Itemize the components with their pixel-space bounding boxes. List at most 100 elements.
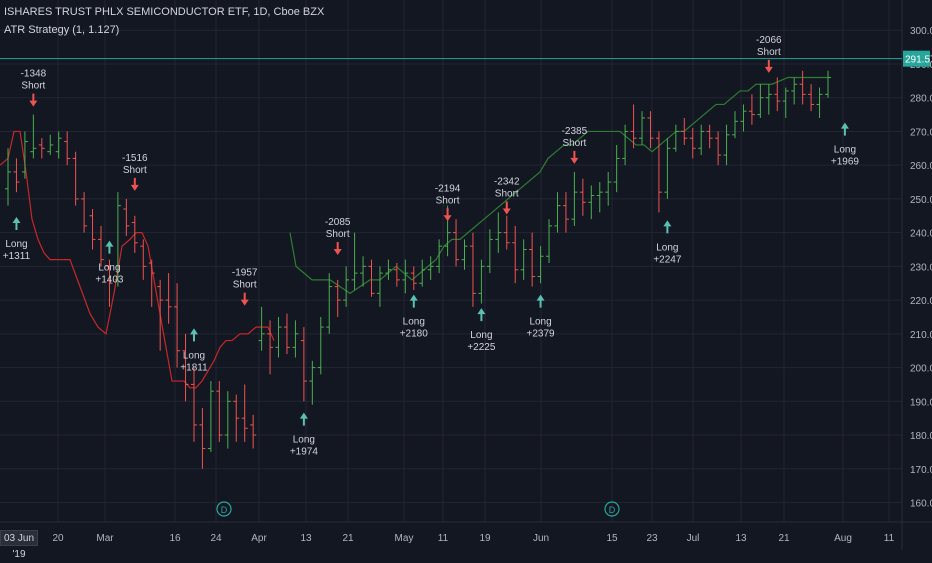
x-tick-label: 13	[735, 533, 747, 544]
ohlc-bar	[334, 279, 341, 317]
long-signal-profit: +2180	[400, 329, 429, 340]
x-tick-label: Jul	[687, 533, 700, 544]
ohlc-bar	[360, 256, 367, 287]
long-signal-profit: +1811	[180, 362, 208, 373]
ohlc-bar	[72, 151, 79, 206]
atr-stop-line-green	[289, 76, 828, 295]
ohlc-bar	[165, 273, 172, 324]
y-tick-label: 190.000	[910, 397, 932, 408]
short-entry-arrow	[29, 93, 38, 107]
ohlc-bar	[190, 367, 197, 442]
ohlc-bar	[131, 215, 138, 253]
ohlc-bar	[748, 94, 755, 125]
short-signal-profit: -1348	[21, 69, 47, 80]
ohlc-bar	[816, 87, 823, 118]
ohlc-bar	[486, 229, 493, 274]
y-tick-label: 260.000	[910, 161, 932, 172]
long-signal-profit: +2247	[653, 254, 682, 265]
ohlc-bar	[647, 111, 654, 149]
short-entry-arrow	[502, 201, 511, 215]
y-tick-label: 200.000	[910, 364, 932, 375]
ohlc-bar	[216, 381, 223, 442]
short-entry-arrow	[333, 242, 342, 255]
long-signal-label: Long	[183, 350, 205, 361]
ohlc-bar	[123, 198, 130, 237]
ohlc-bar	[140, 239, 147, 280]
short-signal-label: Short	[757, 47, 781, 58]
long-signal-label: Long	[470, 330, 492, 341]
ohlc-bar	[740, 104, 747, 132]
x-tick-label: 21	[778, 533, 790, 544]
ohlc-bar	[655, 131, 662, 213]
last-price-label: 291.57	[905, 55, 932, 66]
long-entry-arrow	[12, 217, 21, 231]
ohlc-bar	[283, 313, 290, 355]
ohlc-bar	[732, 111, 739, 139]
long-signal-label: Long	[293, 435, 315, 446]
ohlc-bar	[715, 131, 722, 166]
ohlc-bar	[782, 87, 789, 118]
ohlc-bar	[596, 182, 603, 213]
ohlc-bar	[300, 327, 307, 402]
x-tick-label: Jun	[533, 533, 549, 544]
short-signal-label: Short	[123, 165, 147, 176]
ohlc-bar	[478, 259, 485, 304]
x-tick-label: 20	[52, 533, 64, 544]
short-signal-profit: -2194	[435, 183, 461, 194]
ohlc-bar	[689, 128, 696, 159]
long-signal-label: Long	[834, 145, 856, 156]
ohlc-bar	[207, 381, 214, 452]
ohlc-bar	[825, 70, 831, 98]
ohlc-bar	[562, 192, 569, 233]
ohlc-bar	[664, 138, 671, 199]
ohlc-bar	[81, 192, 88, 233]
ohlc-bar	[469, 232, 476, 307]
ohlc-bar	[672, 124, 679, 152]
ohlc-bar	[427, 256, 434, 280]
chart-canvas[interactable]: 160.000 170.000 180.000 190.000 200.000 210.0…	[0, 0, 932, 550]
short-entry-arrow	[764, 59, 773, 73]
ohlc-bar	[376, 266, 383, 307]
ohlc-bar	[38, 138, 45, 159]
x-tick-label: 19	[479, 533, 491, 544]
long-entry-arrow	[189, 328, 198, 342]
ohlc-bar	[343, 266, 350, 307]
ohlc-bar	[799, 70, 806, 105]
ohlc-bar	[30, 114, 37, 159]
ohlc-bar	[613, 144, 620, 193]
ohlc-bar	[461, 239, 468, 270]
long-entry-arrow	[409, 294, 418, 308]
ohlc-bar	[436, 239, 443, 274]
ohlc-bar	[622, 124, 629, 166]
ohlc-bar	[588, 185, 595, 220]
long-signal-label: Long	[656, 242, 678, 253]
ohlc-bar	[495, 212, 502, 253]
ohlc-bar	[681, 117, 688, 145]
ohlc-bar	[630, 104, 637, 149]
ohlc-bar	[765, 84, 772, 115]
ohlc-bar	[114, 192, 121, 287]
ohlc-bar	[605, 171, 612, 206]
ohlc-bar	[55, 131, 62, 159]
ohlc-bar	[385, 259, 392, 280]
long-signal-profit: +2379	[527, 329, 556, 340]
dividend-marker	[604, 501, 620, 517]
ohlc-bar	[106, 259, 113, 307]
long-entry-arrow	[477, 308, 486, 322]
x-tick-label: 16	[169, 533, 181, 544]
ohlc-bar	[174, 283, 181, 368]
short-signal-label: Short	[21, 81, 45, 92]
atr-stop-line-red	[0, 130, 275, 389]
ohlc-bar	[317, 316, 324, 375]
x-tick-label: 24	[210, 533, 222, 544]
ohlc-bar	[808, 84, 815, 112]
short-entry-arrow	[130, 177, 139, 191]
y-tick-label: 210.000	[910, 330, 932, 341]
long-entry-arrow	[105, 240, 114, 254]
short-signal-label: Short	[495, 189, 519, 200]
dividend-marker-label: D	[221, 505, 228, 515]
x-tick-label: Mar	[96, 533, 114, 544]
ohlc-bar	[64, 131, 71, 166]
ohlc-bar	[182, 333, 189, 402]
ohlc-bar	[97, 225, 104, 267]
